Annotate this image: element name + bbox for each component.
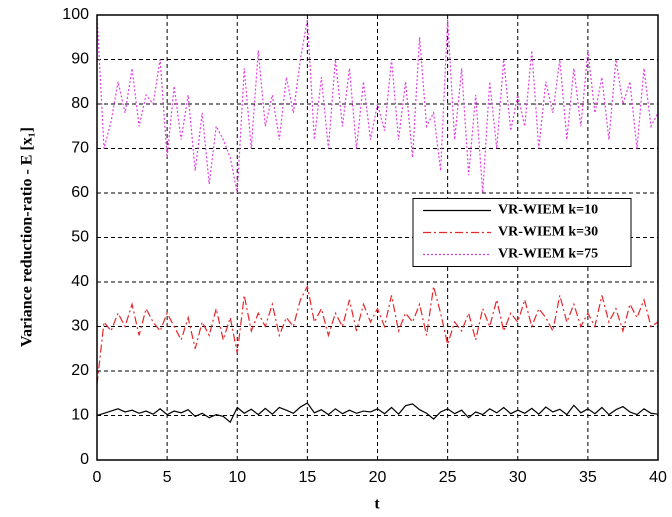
x-tick-label: 20 [369,469,387,486]
legend-label: VR-WIEM k=30 [498,225,598,240]
y-tick-label: 10 [71,407,89,424]
y-tick-label: 40 [71,273,89,290]
y-tick-label: 100 [62,6,89,23]
legend-box [412,198,632,267]
x-tick-label: 40 [649,469,667,486]
y-tick-label: 50 [71,229,89,246]
y-tick-label: 20 [71,362,89,379]
x-tick-label: 0 [93,469,102,486]
plot-frame [96,14,659,461]
x-tick-label: 5 [163,469,172,486]
x-tick-label: 15 [298,469,316,486]
y-tick-label: 30 [71,318,89,335]
x-tick-label: 30 [509,469,527,486]
series-line [97,402,658,424]
series-line [97,284,658,385]
y-tick-label: 70 [71,140,89,157]
y-tick-label: 60 [71,184,89,201]
x-axis-label: t [374,496,380,513]
legend-label: VR-WIEM k=75 [498,247,598,262]
x-tick-label: 35 [579,469,597,486]
x-tick-label: 25 [439,469,457,486]
y-tick-label: 0 [80,451,89,468]
x-tick-label: 10 [228,469,246,486]
y-tick-label: 80 [71,95,89,112]
series-line [97,14,658,194]
legend-label: VR-WIEM k=10 [498,203,598,218]
y-tick-label: 90 [71,51,89,68]
y-axis-label: Variance reduction-ratio - E [x₁] [19,127,36,347]
